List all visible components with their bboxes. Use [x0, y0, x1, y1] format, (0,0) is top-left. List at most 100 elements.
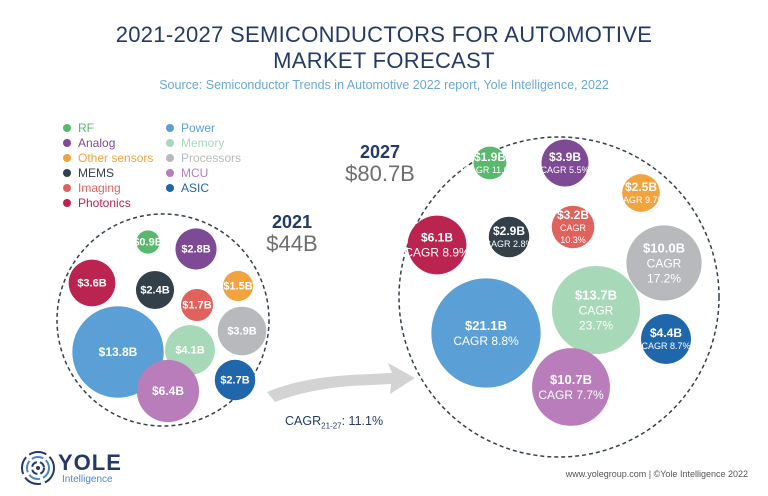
cagr-prefix: CAGR — [285, 414, 322, 428]
legend-label-asic: ASIC — [181, 180, 210, 195]
bubble-2027-processors — [626, 225, 702, 301]
bubble-2027-asic — [641, 314, 691, 364]
bubble-2027-mems — [488, 216, 530, 258]
logo-name: YOLE — [58, 450, 122, 475]
bubble-cagr-label-2027-rf: CAGR 11.6% — [463, 165, 516, 175]
bubble-value-label-2021-analog: $2.8B — [181, 244, 210, 256]
chart-subtitle: Source: Semiconductor Trends in Automoti… — [159, 78, 609, 92]
legend-column-2: Power Memory Processors MCU ASIC — [166, 120, 241, 195]
bubble-2021-mcu — [136, 359, 200, 423]
bubble-2027-power — [431, 278, 541, 388]
legend-item-photonics: Photonics — [63, 195, 153, 210]
bubble-2027-rf — [473, 146, 507, 180]
bubble-value-label-2021-processors: $3.9B — [227, 326, 256, 338]
legend-item-analog: Analog — [63, 135, 153, 150]
bubbles-2021: $0.9B $2.8B $3.6B $2.4B $1.5B $1.7B $3.9B $13.8… — [68, 228, 267, 423]
bubble-2021-processors — [217, 306, 267, 356]
bubble-cagr-label-2027-asic: CAGR 8.7% — [641, 341, 690, 351]
bubble-2021-analog — [175, 228, 217, 270]
bubble-2027-analog — [541, 139, 589, 187]
chart-title-line-1: 2021-2027 SEMICONDUCTORS FOR AUTOMOTIVE — [115, 22, 653, 47]
bubble-2021-power — [72, 306, 164, 398]
legend-item-other-sensors: Other sensors — [63, 150, 153, 165]
bubble-value-label-2021-memory: $4.1B — [175, 345, 204, 357]
legend-item-power: Power — [166, 120, 241, 135]
bubble-value-label-2021-other-sensors: $1.5B — [223, 281, 252, 293]
bubble-value-label-2027-mems: $2.9B — [493, 224, 525, 238]
bubble-cagr-label-2027-processors: CAGR — [647, 257, 682, 271]
yole-logo: YOLE Intelligence — [20, 450, 140, 486]
bubble-2021-photonics — [68, 259, 116, 307]
bubble-2027-other-sensors — [622, 174, 660, 212]
cagr-period: 21-27 — [321, 421, 342, 431]
legend-item-rf: RF — [63, 120, 153, 135]
bubble-value-label-2021-mems: $2.4B — [140, 285, 169, 297]
yole-swirl-icon — [21, 451, 55, 485]
bubble-2021-asic — [214, 359, 256, 401]
legend-item-mems: MEMS — [63, 165, 153, 180]
bubble-value-label-2027-imaging: $3.2B — [557, 208, 589, 222]
overall-cagr-label: CAGR21-27: 11.1% — [285, 414, 383, 431]
bubble-2021-other-sensors — [222, 270, 254, 302]
bubble-2027-imaging — [551, 205, 595, 249]
chart-title-line-2: MARKET FORECAST — [273, 48, 495, 73]
group-outline-2021 — [56, 213, 270, 427]
bubble-value-label-2027-asic: $4.4B — [650, 326, 682, 340]
legend-label-processors: Processors — [181, 150, 242, 165]
legend-swatch-photonics — [63, 198, 71, 207]
legend-label-imaging: Imaging — [78, 180, 121, 195]
legend-item-imaging: Imaging — [63, 180, 153, 195]
bubble-cagr-label-2027-memory-2: 23.7% — [579, 319, 613, 333]
legend-label-rf: RF — [78, 120, 94, 135]
legend-swatch-other-sensors — [63, 153, 71, 162]
bubble-value-label-2027-analog: $3.9B — [549, 150, 581, 164]
bubble-cagr-label-2027-mems: CAGR 2.8% — [484, 239, 533, 249]
bubble-value-label-2021-power: $13.8B — [99, 345, 138, 359]
legend-label-other-sensors: Other sensors — [78, 150, 154, 165]
bubble-value-label-2027-processors: $10.0B — [643, 241, 685, 256]
bubble-value-label-2027-other-sensors: $2.5B — [625, 180, 657, 194]
bubble-cagr-label-2027-processors-2: 17.2% — [647, 272, 681, 286]
legend-column-1: RF Analog Other sensors MEMS Imaging Photonic… — [63, 120, 153, 210]
cagr-value: : 11.1% — [341, 414, 384, 428]
bubble-2027-photonics — [407, 215, 467, 275]
legend-swatch-memory — [166, 138, 174, 147]
bubble-cagr-label-2027-other-sensors: CAGR 9.7% — [616, 195, 665, 205]
legend-item-mcu: MCU — [166, 165, 241, 180]
group-outline-2027 — [398, 136, 720, 458]
legend-item-processors: Processors — [166, 150, 241, 165]
bubble-2021-rf — [136, 230, 160, 254]
bubble-cagr-label-2027-analog: CAGR 5.5% — [540, 165, 589, 175]
legend-swatch-rf — [63, 123, 71, 132]
legend-swatch-mcu — [166, 168, 174, 177]
legend-swatch-mems — [63, 168, 71, 177]
year-2027-text: 2027 — [359, 142, 401, 162]
bubble-2027-memory — [551, 265, 641, 355]
bubble-cagr-label-2027-imaging-2: 10.3% — [560, 235, 586, 245]
footer-credit: www.yolegroup.com | ©Yole Intelligence 2… — [565, 469, 748, 479]
total-2021-text: $44B — [266, 231, 318, 256]
legend-item-memory: Memory — [166, 135, 241, 150]
logo-subname: Intelligence — [62, 474, 113, 485]
legend-label-photonics: Photonics — [78, 195, 131, 210]
bubble-value-label-2021-imaging: $1.7B — [182, 300, 211, 312]
year-2021-text: 2021 — [271, 212, 313, 232]
bubble-value-label-2027-photonics: $6.1B — [421, 231, 453, 245]
bubble-value-label-2021-rf: $0.9B — [133, 237, 162, 249]
bubble-cagr-label-2027-imaging: CAGR — [560, 223, 587, 233]
legend-label-memory: Memory — [181, 135, 225, 150]
year-label-2027: 2027 $80.7B — [330, 142, 430, 186]
bubble-value-label-2027-rf: $1.9B — [474, 150, 506, 164]
legend-swatch-asic — [166, 183, 174, 192]
legend-item-asic: ASIC — [166, 180, 241, 195]
legend-label-analog: Analog — [78, 135, 116, 150]
legend-label-power: Power — [181, 120, 216, 135]
bubble-cagr-label-2027-memory: CAGR — [579, 304, 614, 318]
bubble-value-label-2021-photonics: $3.6B — [77, 278, 106, 290]
bubble-value-label-2021-mcu: $6.4B — [152, 384, 184, 398]
legend-swatch-analog — [63, 138, 71, 147]
year-label-2021: 2021 $44B — [252, 212, 332, 256]
bubble-value-label-2027-mcu: $10.7B — [550, 372, 592, 387]
